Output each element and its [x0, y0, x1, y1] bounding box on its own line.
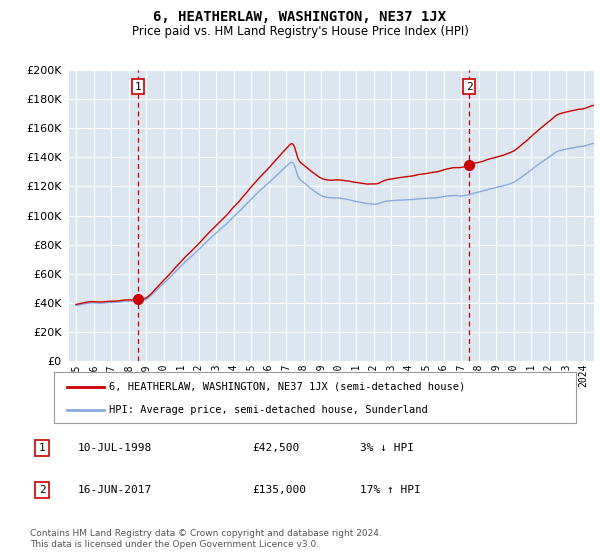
- Text: 16-JUN-2017: 16-JUN-2017: [78, 485, 152, 495]
- Text: 1: 1: [134, 82, 142, 92]
- Text: 1: 1: [38, 443, 46, 453]
- Text: 2: 2: [38, 485, 46, 495]
- Text: £135,000: £135,000: [252, 485, 306, 495]
- Text: Contains HM Land Registry data © Crown copyright and database right 2024.
This d: Contains HM Land Registry data © Crown c…: [30, 529, 382, 549]
- Text: HPI: Average price, semi-detached house, Sunderland: HPI: Average price, semi-detached house,…: [109, 405, 428, 415]
- Text: 6, HEATHERLAW, WASHINGTON, NE37 1JX: 6, HEATHERLAW, WASHINGTON, NE37 1JX: [154, 10, 446, 24]
- Text: Price paid vs. HM Land Registry's House Price Index (HPI): Price paid vs. HM Land Registry's House …: [131, 25, 469, 38]
- Text: 2: 2: [466, 82, 472, 92]
- Text: 6, HEATHERLAW, WASHINGTON, NE37 1JX (semi-detached house): 6, HEATHERLAW, WASHINGTON, NE37 1JX (sem…: [109, 381, 465, 391]
- Text: 17% ↑ HPI: 17% ↑ HPI: [360, 485, 421, 495]
- Text: £42,500: £42,500: [252, 443, 299, 453]
- Text: 10-JUL-1998: 10-JUL-1998: [78, 443, 152, 453]
- Text: 3% ↓ HPI: 3% ↓ HPI: [360, 443, 414, 453]
